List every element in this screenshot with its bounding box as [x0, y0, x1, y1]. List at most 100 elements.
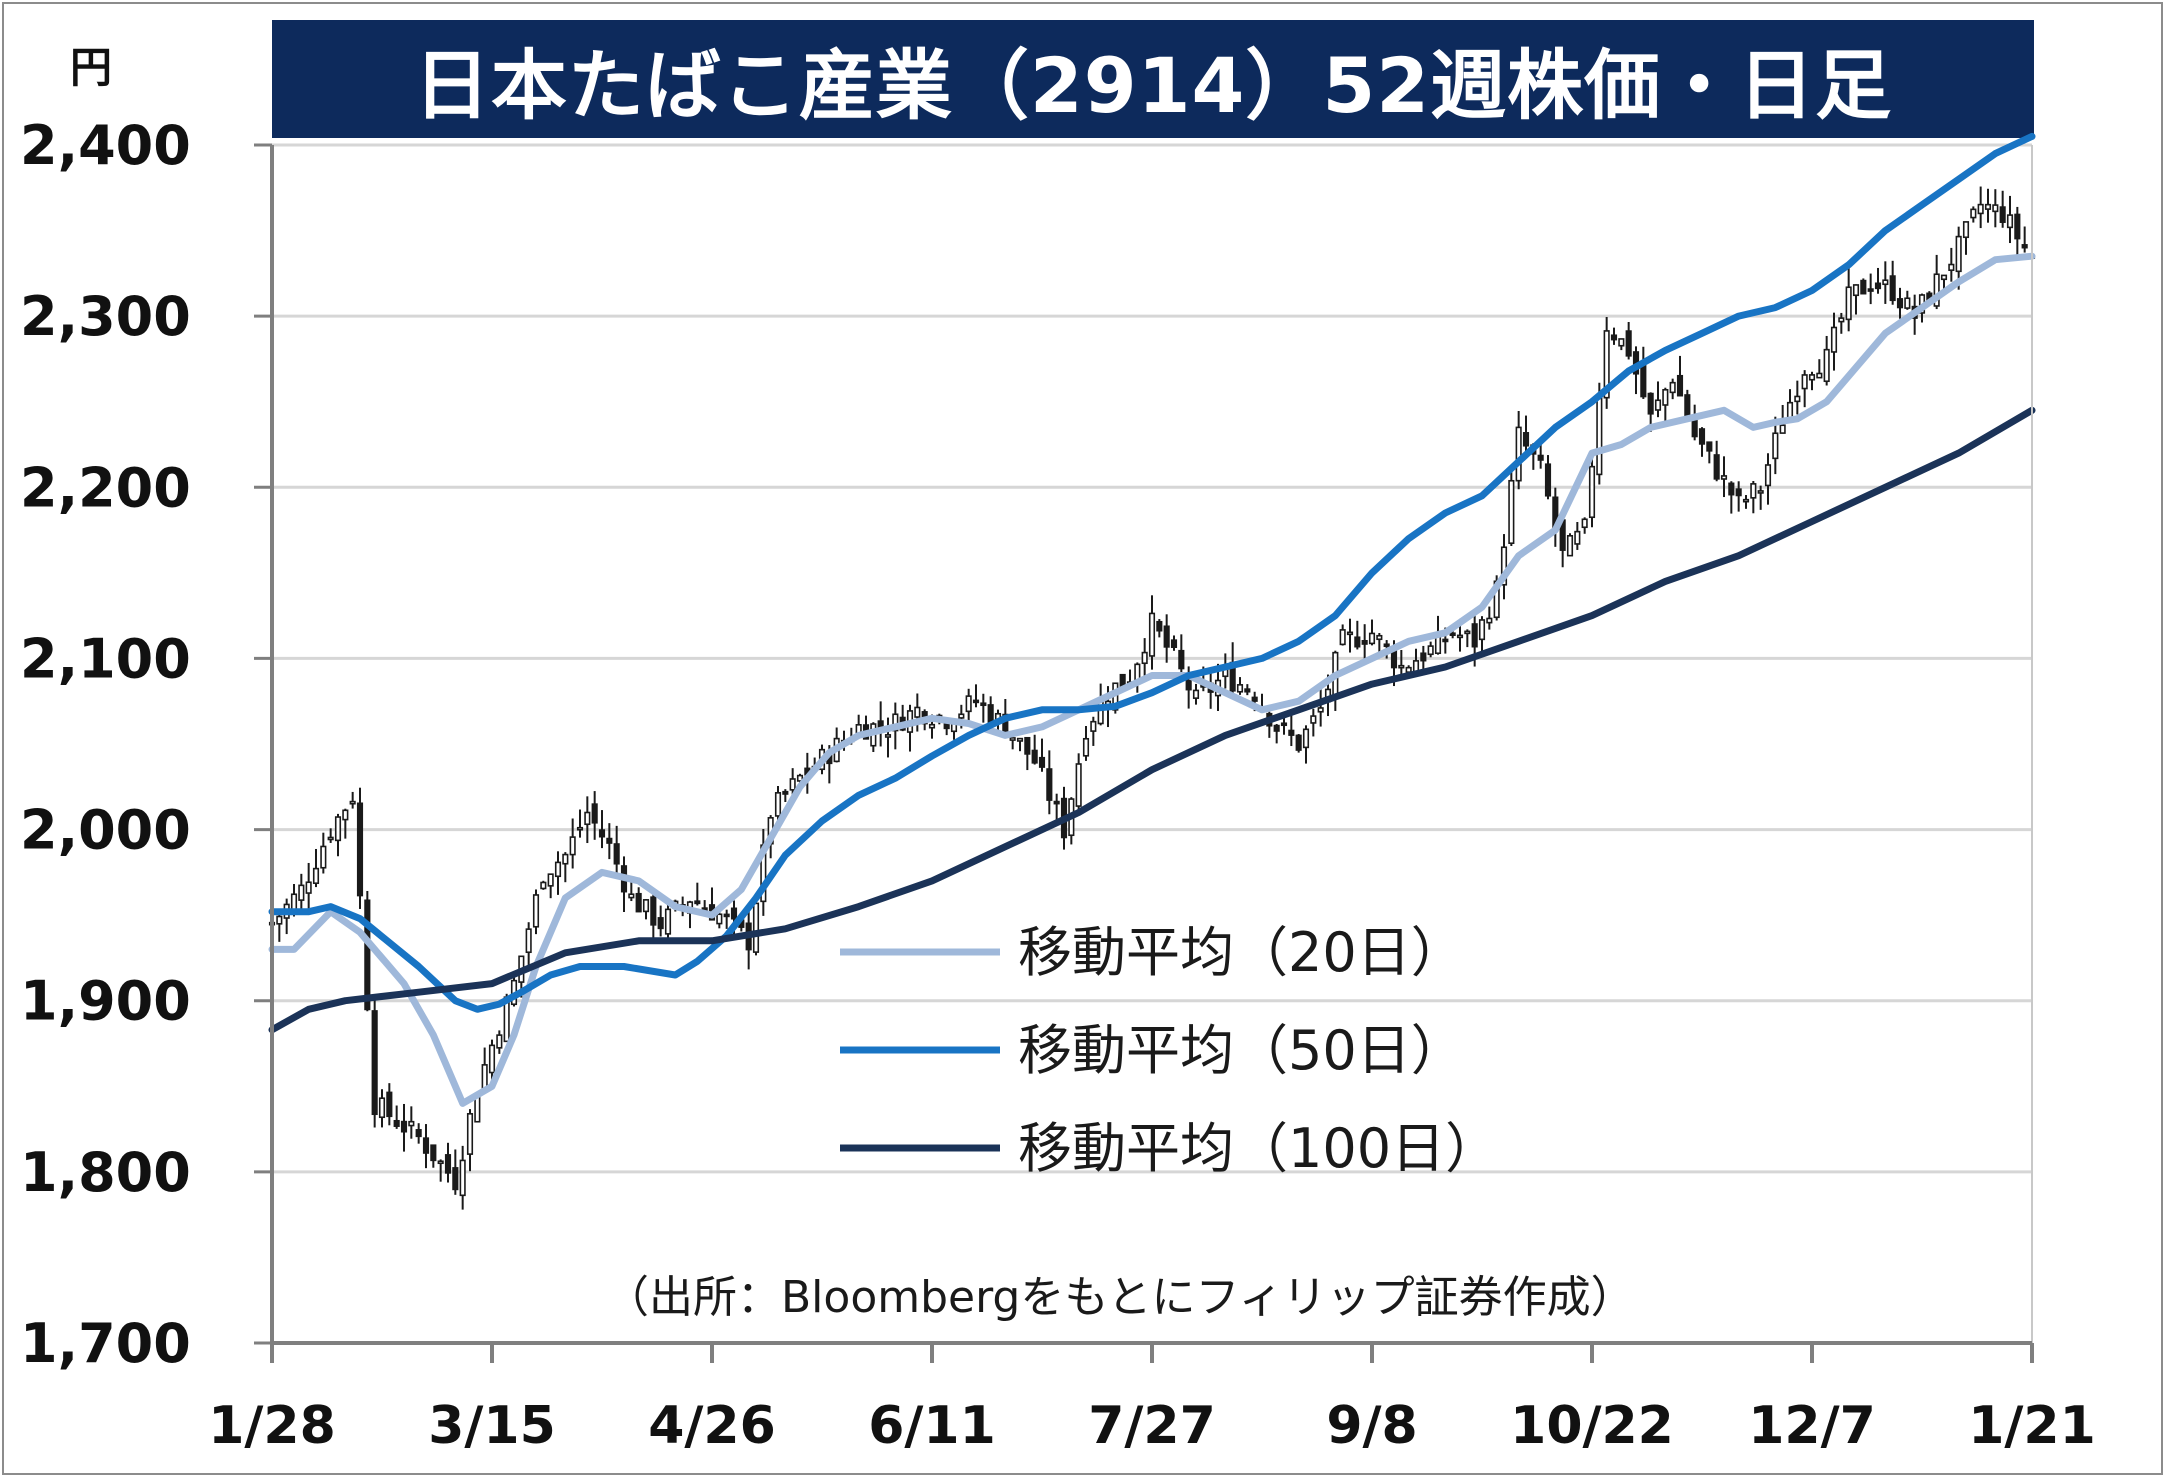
- candle: [774, 785, 782, 823]
- candle: [1830, 312, 1838, 371]
- ma20-line: [268, 252, 2036, 1107]
- candle: [1970, 206, 1977, 223]
- candle: [1867, 273, 1874, 305]
- candle: [1698, 427, 1706, 457]
- x-tick-label: 10/22: [1510, 1396, 1674, 1456]
- candle: [1361, 624, 1368, 661]
- candle: [620, 856, 628, 912]
- y-unit-label: 円: [70, 43, 112, 92]
- candle: [1801, 370, 1808, 408]
- candle: [1508, 466, 1515, 546]
- candle: [466, 1109, 474, 1172]
- y-tick-label: 2,400: [20, 114, 191, 177]
- candle: [1500, 534, 1508, 600]
- candle: [378, 1089, 386, 1128]
- candle: [1757, 485, 1764, 510]
- candle: [298, 873, 305, 911]
- candle: [1075, 753, 1082, 811]
- candle: [1984, 188, 1992, 223]
- candle: [1720, 456, 1728, 498]
- candle: [356, 787, 364, 909]
- candle: [481, 1047, 488, 1092]
- candle: [532, 889, 540, 935]
- y-tick-label: 2,300: [20, 285, 191, 348]
- candle: [1420, 645, 1427, 669]
- candle: [1236, 677, 1244, 695]
- candle: [1552, 487, 1559, 547]
- candle: [598, 810, 606, 849]
- candle: [2006, 195, 2014, 244]
- legend-label: 移動平均（100日）: [1018, 1117, 1499, 1180]
- candle: [1566, 533, 1574, 557]
- candle: [1625, 321, 1632, 360]
- candle: [1610, 327, 1618, 345]
- candle: [1024, 736, 1031, 771]
- candle: [1141, 638, 1148, 678]
- ma50-line: [268, 132, 2036, 1013]
- candle: [635, 887, 642, 913]
- candle: [1317, 689, 1324, 727]
- candle: [562, 852, 569, 883]
- candle: [1273, 723, 1280, 744]
- candle: [664, 902, 672, 943]
- candle: [1889, 260, 1896, 305]
- candle: [1977, 186, 1984, 229]
- x-tick-label: 3/15: [428, 1396, 556, 1456]
- candle: [1559, 519, 1566, 568]
- candle: [606, 823, 613, 860]
- candle: [884, 717, 892, 758]
- candle: [657, 905, 664, 937]
- candle: [400, 1103, 408, 1152]
- x-tick-label: 12/7: [1748, 1396, 1876, 1456]
- candle: [547, 873, 554, 899]
- candle: [1750, 480, 1757, 514]
- candle: [1852, 284, 1860, 315]
- candle: [569, 818, 576, 869]
- candle: [1368, 619, 1376, 646]
- candle: [444, 1142, 452, 1183]
- candle: [1544, 455, 1552, 500]
- candle: [488, 1039, 496, 1083]
- candle: [305, 862, 312, 913]
- candle: [1016, 737, 1024, 752]
- candle: [1882, 261, 1889, 304]
- y-tick-label: 1,900: [20, 970, 191, 1033]
- candle: [1874, 267, 1882, 294]
- candle: [334, 813, 342, 857]
- candle: [1574, 521, 1581, 550]
- candle: [1302, 725, 1310, 764]
- candle: [1090, 716, 1097, 746]
- source-note: （出所：Bloombergをもとにフィリップ証券作成）: [605, 1272, 1635, 1323]
- candle: [408, 1106, 415, 1139]
- chart-title: 日本たばこ産業（2914）52週株価・日足: [413, 41, 1893, 130]
- candle: [1742, 495, 1750, 509]
- candle: [312, 848, 320, 888]
- candle: [1354, 620, 1361, 650]
- candle: [1823, 335, 1830, 386]
- candle: [591, 791, 598, 840]
- candle: [1654, 381, 1662, 418]
- candle: [980, 693, 987, 723]
- candle: [1522, 415, 1530, 452]
- candle: [554, 851, 562, 895]
- candle: [283, 898, 290, 935]
- candle: [782, 789, 789, 803]
- candle: [1581, 517, 1588, 534]
- candle: [576, 809, 584, 838]
- candle: [496, 1030, 503, 1054]
- y-tick-label: 1,700: [20, 1312, 191, 1375]
- y-tick-label: 1,800: [20, 1141, 191, 1204]
- moving-average-lines: [268, 132, 2036, 1107]
- legend-label: 移動平均（50日）: [1018, 1019, 1465, 1082]
- candle: [1735, 481, 1742, 512]
- axes: 1,700 1,800 1,900 2,000 2,100 2,200 2,300 2,400…: [20, 114, 2096, 1456]
- candle: [1148, 595, 1156, 670]
- candle: [613, 825, 620, 879]
- candle: [1068, 797, 1075, 845]
- candle: [1676, 355, 1684, 397]
- candle: [1515, 411, 1522, 490]
- title-bar: 日本たばこ産業（2914）52週株価・日足: [272, 20, 2034, 138]
- candle: [276, 914, 283, 942]
- x-tick-label: 6/11: [868, 1396, 996, 1456]
